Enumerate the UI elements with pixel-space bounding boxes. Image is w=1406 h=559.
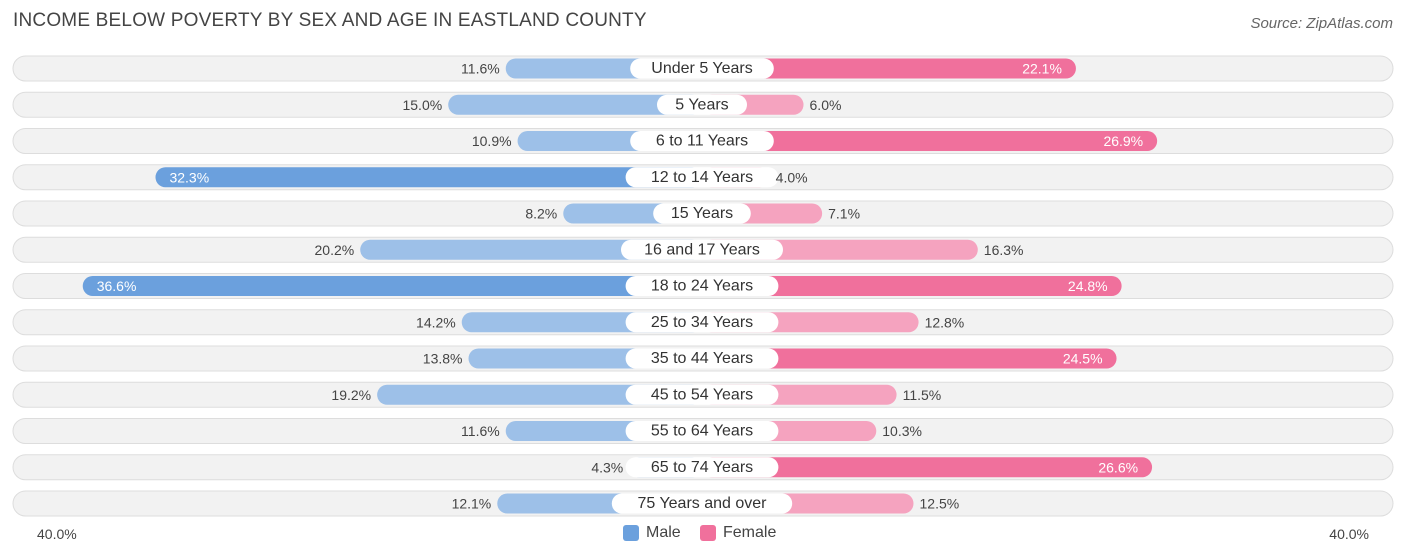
- chart-title: INCOME BELOW POVERTY BY SEX AND AGE IN E…: [13, 10, 647, 31]
- female-value-label: 12.5%: [920, 496, 960, 512]
- female-bar: [702, 131, 1158, 151]
- category-pill: [625, 348, 779, 369]
- axis-right-label: 40.0%: [1329, 526, 1369, 542]
- category-label: 16 and 17 Years: [644, 241, 760, 258]
- male-value-label: 10.9%: [472, 133, 512, 149]
- category-label: 55 to 64 Years: [651, 423, 753, 440]
- category-pill: [657, 94, 747, 115]
- legend-swatch-male: [623, 525, 639, 541]
- male-value-label: 32.3%: [169, 169, 209, 185]
- category-label: 45 to 54 Years: [651, 386, 753, 403]
- category-label: 12 to 14 Years: [651, 169, 753, 186]
- category-label: 75 Years and over: [638, 495, 768, 512]
- category-pill: [630, 131, 774, 151]
- legend-item-female[interactable]: Female: [700, 524, 776, 542]
- male-value-label: 11.6%: [461, 61, 500, 77]
- female-value-label: 26.9%: [1103, 133, 1143, 149]
- female-value-label: 12.8%: [925, 314, 965, 330]
- legend: Male Female: [0, 524, 1406, 546]
- category-pill: [625, 167, 779, 188]
- category-label: 15 Years: [671, 205, 733, 222]
- category-label: Under 5 Years: [651, 60, 752, 77]
- male-value-label: 4.3%: [591, 459, 623, 475]
- category-pill: [625, 457, 779, 478]
- category-label: 65 to 74 Years: [651, 459, 753, 476]
- category-label: 25 to 34 Years: [651, 314, 753, 331]
- female-bar: [702, 58, 1076, 79]
- male-value-label: 13.8%: [423, 351, 463, 367]
- female-value-label: 26.6%: [1098, 459, 1138, 475]
- male-value-label: 36.6%: [97, 278, 137, 294]
- female-value-label: 24.8%: [1068, 278, 1108, 294]
- male-value-label: 19.2%: [331, 387, 371, 403]
- male-bar: [155, 167, 702, 188]
- legend-label-female: Female: [723, 524, 777, 541]
- male-bar: [82, 276, 702, 296]
- category-label: 18 to 24 Years: [651, 278, 753, 295]
- female-value-label: 6.0%: [810, 97, 842, 113]
- male-value-label: 12.1%: [452, 496, 492, 512]
- male-value-label: 8.2%: [525, 206, 557, 222]
- female-value-label: 22.1%: [1022, 61, 1062, 77]
- female-bar: [702, 276, 1122, 296]
- female-value-label: 7.1%: [828, 206, 860, 222]
- female-bar: [702, 457, 1153, 478]
- female-bar: [702, 348, 1117, 369]
- category-label: 6 to 11 Years: [656, 133, 748, 150]
- category-pill: [625, 312, 779, 333]
- category-pill: [625, 384, 779, 405]
- category-pill: [653, 203, 751, 224]
- male-value-label: 20.2%: [315, 242, 355, 258]
- legend-swatch-female: [700, 525, 716, 541]
- male-bar: [360, 239, 702, 260]
- male-bar: [377, 384, 702, 405]
- female-value-label: 10.3%: [882, 423, 922, 439]
- legend-label-male: Male: [646, 524, 681, 541]
- male-value-label: 11.6%: [461, 423, 500, 439]
- category-label: 5 Years: [675, 96, 728, 113]
- female-value-label: 11.5%: [903, 387, 942, 403]
- male-bar: [448, 94, 702, 115]
- category-pill: [611, 493, 793, 514]
- legend-item-male[interactable]: Male: [623, 524, 681, 542]
- female-value-label: 16.3%: [984, 242, 1024, 258]
- source-label: Source: ZipAtlas.com: [1250, 15, 1393, 32]
- category-label: 35 to 44 Years: [651, 350, 753, 367]
- category-pill: [621, 239, 783, 260]
- category-pill: [625, 421, 779, 441]
- male-value-label: 14.2%: [416, 314, 456, 330]
- female-value-label: 24.5%: [1063, 351, 1103, 367]
- axis-left-label: 40.0%: [37, 526, 77, 542]
- female-value-label: 4.0%: [776, 169, 808, 185]
- category-pill: [630, 58, 774, 79]
- male-value-label: 15.0%: [402, 97, 442, 113]
- category-pill: [625, 276, 779, 296]
